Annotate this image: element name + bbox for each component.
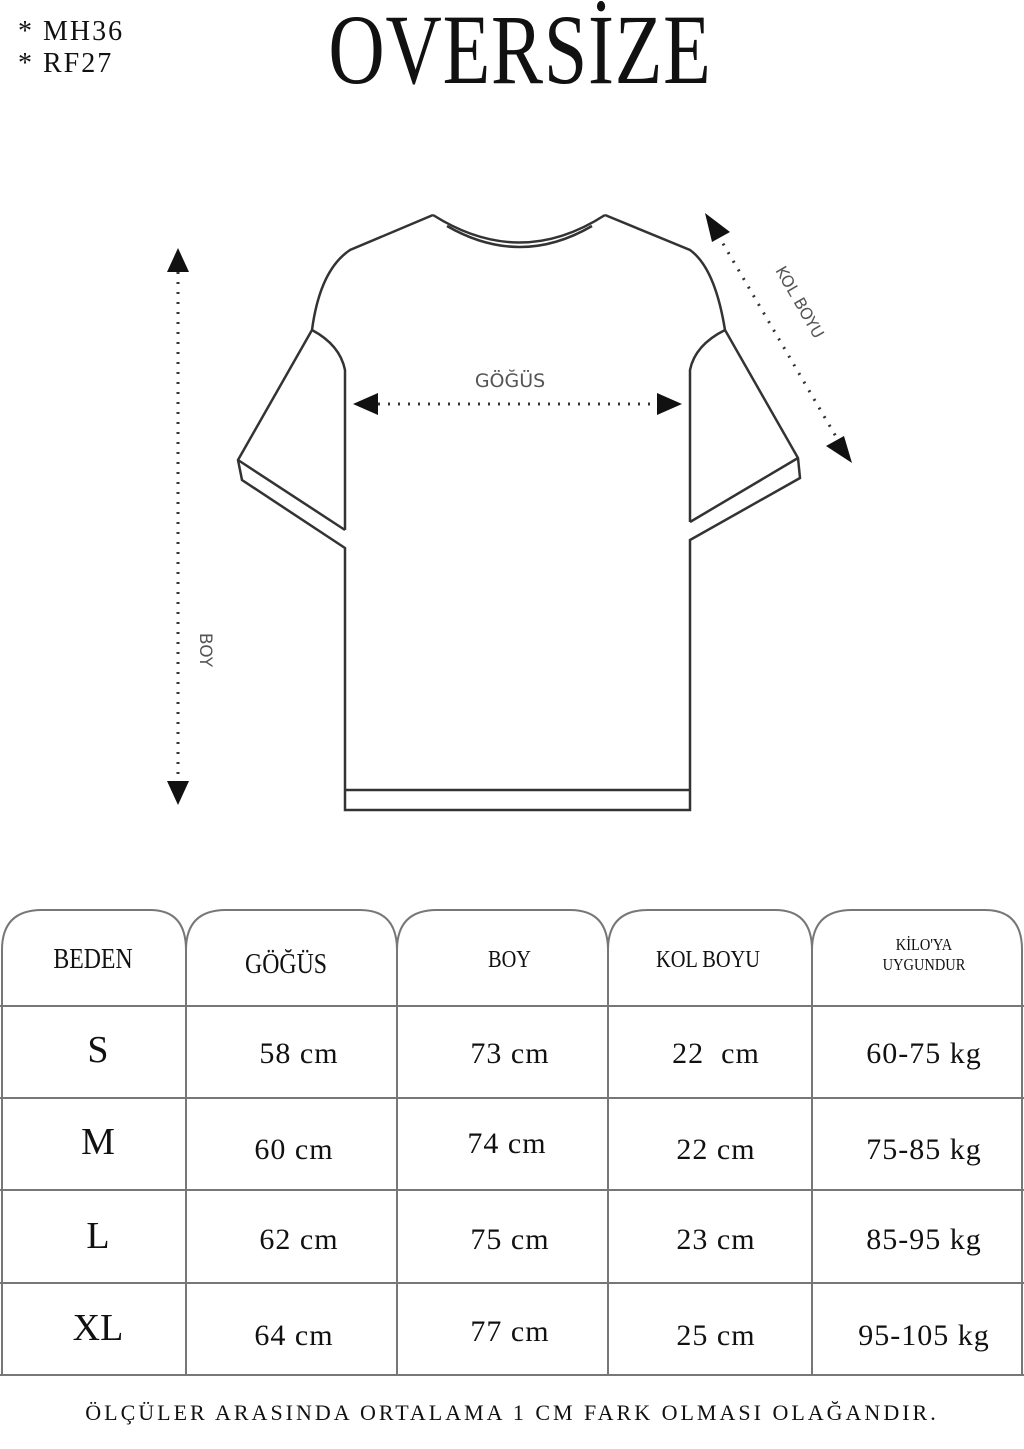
code-1: * MH36 <box>18 16 125 47</box>
chest-cell: 64 cm <box>254 1319 334 1352</box>
header-chest: GÖĞÜS <box>245 949 327 980</box>
size-cell: L <box>86 1215 110 1257</box>
footer-note: ÖLÇÜLER ARASINDA ORTALAMA 1 CM FARK OLMA… <box>85 1400 939 1425</box>
arrow-down-icon <box>167 781 189 805</box>
weight-cell: 75-85 kg <box>866 1133 982 1166</box>
header-weight-line2: UYGUNDUR <box>882 955 966 974</box>
header-sleeve: KOL BOYU <box>655 946 761 973</box>
chest-cell: 58 cm <box>259 1037 339 1070</box>
header-size: BEDEN <box>53 944 133 975</box>
sleeve-cell: 22 cm <box>672 1037 760 1070</box>
size-cell: XL <box>72 1307 124 1349</box>
weight-cell: 60-75 kg <box>866 1037 982 1070</box>
arrow-left-icon <box>353 393 378 415</box>
header-length: BOY <box>487 946 532 973</box>
tshirt-outline <box>236 213 802 812</box>
sleeve-cell: 23 cm <box>676 1223 756 1256</box>
size-cell: M <box>81 1121 115 1163</box>
chest-cell: 60 cm <box>254 1133 334 1166</box>
arrow-right-icon <box>657 393 682 415</box>
arrow-down-right-icon <box>826 436 852 463</box>
length-cell: 77 cm <box>470 1315 550 1348</box>
weight-cell: 95-105 kg <box>858 1319 990 1352</box>
page-title: OVERSİZE <box>328 0 712 105</box>
length-label: BOY <box>195 633 215 668</box>
length-arrow <box>167 248 189 805</box>
arrow-up-icon <box>167 248 189 272</box>
sleeve-arrow <box>705 213 852 463</box>
chest-label: GÖĞÜS <box>475 368 545 392</box>
length-cell: 75 cm <box>470 1223 550 1256</box>
sleeve-cell: 22 cm <box>676 1133 756 1166</box>
weight-cell: 85-95 kg <box>866 1223 982 1256</box>
chest-arrow <box>353 393 682 415</box>
chest-cell: 62 cm <box>259 1223 339 1256</box>
header-weight: KİLO'YA UYGUNDUR <box>829 925 1019 985</box>
product-codes: * MH36 * RF27 <box>18 16 124 80</box>
length-cell: 74 cm <box>467 1127 547 1160</box>
code-2: * RF27 <box>18 48 114 79</box>
tshirt-diagram: BOY GÖĞÜS KOL BOYU <box>167 213 852 812</box>
header-weight-line1: KİLO'YA <box>895 935 953 954</box>
sleeve-cell: 25 cm <box>676 1319 756 1352</box>
arrow-up-left-icon <box>705 213 730 242</box>
size-cell: S <box>87 1029 109 1071</box>
length-cell: 73 cm <box>470 1037 550 1070</box>
